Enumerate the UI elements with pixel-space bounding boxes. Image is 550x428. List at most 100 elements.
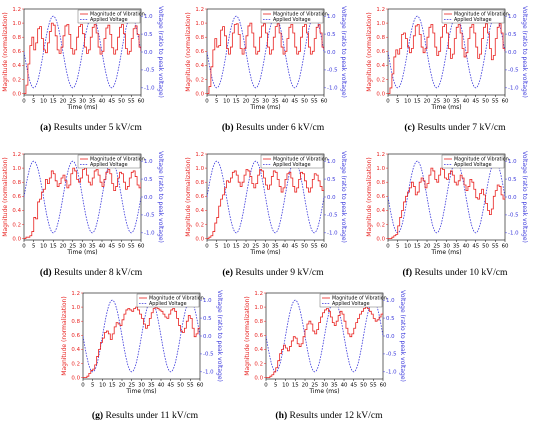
legend-voltage-label: Applied Voltage: [454, 162, 492, 168]
x-tick-label: 30: [262, 244, 269, 250]
x-tick-label: 10: [99, 383, 106, 389]
legend-box: [441, 154, 505, 169]
x-tick-label: 40: [99, 99, 106, 105]
y-right-tick-label: 0.0: [327, 50, 336, 56]
x-axis-label: Time (ms): [249, 104, 280, 111]
x-tick-label: 50: [301, 99, 308, 105]
y-left-tick-label: 0.6: [195, 49, 204, 55]
y-right-axis-label: Voltage (ratio to peak voltage): [157, 151, 164, 243]
y-right-tick-label: -1.0: [144, 231, 155, 237]
y-left-tick-label: 0.2: [195, 77, 204, 83]
y-left-axis-label: Magnitude (normalization): [244, 296, 251, 375]
y-left-tick-label: 0.0: [12, 91, 21, 97]
x-tick-label: 40: [463, 99, 470, 105]
y-left-axis-label: Magnitude (normalization): [366, 12, 373, 91]
y-left-tick-label: 1.0: [376, 166, 385, 172]
y-right-tick-label: -1.0: [508, 231, 519, 237]
x-tick-label: 55: [128, 244, 135, 250]
vibration-series-line: [266, 306, 383, 378]
y-left-tick-label: 0.0: [71, 375, 80, 381]
y-left-tick-label: 1.2: [12, 152, 21, 158]
caption-letter: (b): [222, 122, 234, 133]
legend-box: [77, 154, 141, 169]
x-tick-label: 45: [291, 99, 298, 105]
y-left-tick-label: 0.6: [376, 49, 385, 55]
x-tick-label: 55: [492, 244, 499, 250]
x-tick-label: 45: [167, 383, 174, 389]
caption-letter: (a): [40, 122, 51, 133]
y-left-tick-label: 0.8: [12, 35, 21, 41]
x-tick-label: 30: [262, 99, 269, 105]
x-tick-label: 0: [386, 244, 390, 250]
x-tick-label: 35: [331, 383, 338, 389]
y-left-tick-label: 0.8: [376, 180, 385, 186]
y-right-tick-label: 0.5: [327, 32, 336, 38]
y-right-axis-label: Voltage (ratio to peak voltage): [340, 6, 347, 98]
x-tick-label: 30: [443, 244, 450, 250]
y-right-tick-label: 1.0: [144, 159, 153, 165]
x-tick-label: 45: [472, 244, 479, 250]
y-right-tick-label: 0.5: [327, 177, 336, 183]
x-tick-label: 25: [433, 99, 440, 105]
x-tick-label: 50: [360, 383, 367, 389]
y-right-tick-label: -1.0: [203, 370, 214, 376]
chart-panel-h: 0 5 10 15 20 25 30 35 40 45 50 55 60 0.0 0.2 0.4 0.6 0.8 1…: [244, 290, 406, 421]
y-right-tick-label: 0.5: [508, 177, 517, 183]
x-tick-label: 50: [118, 99, 125, 105]
x-tick-label: 35: [89, 99, 96, 105]
x-tick-label: 5: [215, 244, 218, 250]
x-tick-label: 60: [138, 99, 145, 105]
x-tick-label: 25: [128, 383, 135, 389]
x-tick-label: 55: [370, 383, 377, 389]
y-right-tick-label: 0.0: [508, 50, 517, 56]
y-left-tick-label: 1.0: [71, 305, 80, 311]
x-tick-label: 0: [386, 99, 390, 105]
x-tick-label: 50: [118, 244, 125, 250]
y-right-tick-label: 0.5: [386, 316, 395, 322]
x-tick-label: 0: [22, 99, 26, 105]
y-left-tick-label: 0.8: [12, 180, 21, 186]
y-left-tick-label: 0.0: [12, 236, 21, 242]
caption-letter: (d): [40, 267, 52, 278]
y-left-tick-label: 1.0: [12, 21, 21, 27]
x-tick-label: 10: [404, 99, 411, 105]
x-tick-label: 60: [502, 99, 509, 105]
y-right-tick-label: -1.0: [327, 86, 338, 92]
x-axis-label: Time (ms): [308, 388, 339, 395]
x-tick-label: 10: [223, 99, 230, 105]
x-tick-label: 45: [350, 383, 357, 389]
x-tick-label: 50: [177, 383, 184, 389]
chart-panel-f: 0 5 10 15 20 25 30 35 40 45 50 55 60 0.0 0.2 0.4 0.6 0.8 1…: [366, 151, 528, 278]
x-tick-label: 60: [197, 383, 204, 389]
voltage-series-line: [83, 299, 200, 373]
y-right-axis-label: Voltage (ratio to peak voltage): [340, 151, 347, 243]
y-left-tick-label: 0.4: [376, 63, 385, 69]
y-left-tick-label: 0.4: [254, 347, 263, 353]
legend-voltage-label: Applied Voltage: [90, 162, 128, 168]
y-right-axis-label: Voltage (ratio to peak voltage): [216, 290, 223, 382]
x-tick-label: 60: [321, 99, 328, 105]
x-axis-label: Time (ms): [125, 388, 156, 395]
legend-voltage-label: Applied Voltage: [454, 17, 492, 23]
y-right-tick-label: 1.0: [144, 14, 153, 20]
x-tick-label: 25: [311, 383, 318, 389]
x-tick-label: 15: [414, 99, 421, 105]
y-left-axis-label: Magnitude (normalization): [2, 157, 9, 236]
x-tick-label: 30: [79, 244, 86, 250]
x-tick-label: 50: [482, 99, 489, 105]
y-right-tick-label: 1.0: [508, 159, 517, 165]
x-axis-label: Time (ms): [66, 104, 97, 111]
caption-letter: (e): [222, 267, 233, 278]
y-left-tick-label: 1.0: [12, 166, 21, 172]
y-left-tick-label: 0.2: [195, 222, 204, 228]
x-tick-label: 30: [443, 99, 450, 105]
y-left-tick-label: 0.2: [12, 77, 21, 83]
x-tick-label: 25: [433, 244, 440, 250]
y-right-tick-label: -0.5: [327, 68, 338, 74]
y-left-tick-label: 1.0: [376, 21, 385, 27]
y-left-tick-label: 0.2: [376, 77, 385, 83]
y-right-tick-label: 1.0: [327, 159, 336, 165]
y-left-tick-label: 1.2: [376, 152, 385, 158]
x-tick-label: 10: [40, 99, 47, 105]
